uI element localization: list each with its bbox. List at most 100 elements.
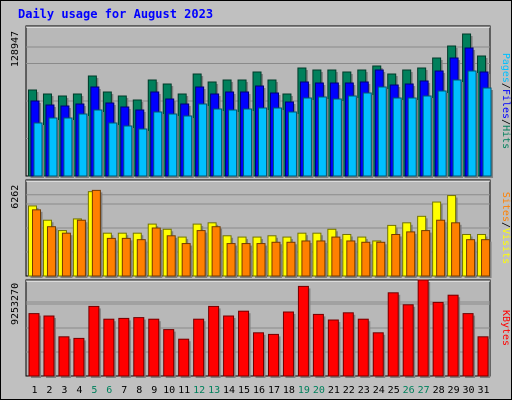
kbytes-bar-30 — [462, 313, 474, 377]
pages-bar-31 — [482, 87, 492, 177]
day-label-15: 15 — [238, 385, 250, 396]
pages-bar-16 — [258, 107, 268, 177]
day-label-21: 21 — [328, 385, 340, 396]
day-label-7: 7 — [121, 385, 127, 396]
kbytes-bar-7 — [118, 317, 130, 377]
day-label-29: 29 — [448, 385, 460, 396]
day-label-23: 23 — [358, 385, 370, 396]
kbytes-bar-13 — [208, 305, 220, 377]
kbytes-bar-28 — [432, 301, 444, 377]
day-label-12: 12 — [193, 385, 205, 396]
legend-hits: Hits — [500, 125, 511, 149]
pages-bar-9 — [153, 111, 163, 177]
sites-bar-29 — [451, 222, 461, 277]
day-label-2: 2 — [46, 385, 52, 396]
pages-bar-17 — [272, 107, 282, 177]
kbytes-bar-3 — [58, 336, 70, 377]
sites-bar-9 — [151, 227, 161, 277]
pages-bar-24 — [377, 86, 387, 177]
legend-separator: / — [500, 119, 511, 125]
day-label-28: 28 — [433, 385, 445, 396]
y-max-label: 128947 — [10, 31, 21, 67]
sites-bar-30 — [466, 239, 476, 277]
sites-bar-5 — [91, 189, 101, 277]
kbytes-bar-27 — [417, 279, 429, 377]
pages-bar-2 — [48, 117, 58, 177]
kbytes-bar-11 — [178, 338, 190, 377]
sites-bar-27 — [421, 230, 431, 277]
pages-bar-14 — [228, 109, 238, 177]
pages-bar-11 — [183, 115, 193, 177]
kbytes-bar-9 — [148, 318, 160, 377]
sites-bar-12 — [196, 230, 206, 277]
day-label-18: 18 — [283, 385, 295, 396]
pages-bar-1 — [33, 122, 43, 177]
y-max-label: 9253270 — [10, 283, 21, 325]
day-label-30: 30 — [463, 385, 475, 396]
sites-bar-19 — [301, 240, 311, 277]
pages-bar-3 — [63, 117, 73, 177]
sites-bar-28 — [436, 219, 446, 277]
sites-bar-23 — [361, 241, 371, 277]
hits-files-pages-panel: 128947 Pages/Files/Hits — [10, 25, 511, 178]
day-label-26: 26 — [403, 385, 415, 396]
sites-bar-13 — [211, 226, 221, 277]
day-label-13: 13 — [208, 385, 220, 396]
day-label-1: 1 — [31, 385, 37, 396]
kbytes-bar-2 — [43, 315, 55, 377]
kbytes-bar-21 — [327, 319, 339, 377]
legend-visits: Visits — [500, 228, 511, 264]
legend-kbytes: KBytes — [500, 310, 511, 346]
pages-bar-26 — [407, 97, 417, 177]
sites-bar-2 — [46, 226, 56, 277]
legend-sites: Sites — [500, 192, 511, 222]
kbytes-panel: 9253270 KBytes — [10, 279, 511, 378]
day-label-19: 19 — [298, 385, 310, 396]
sites-bar-17 — [271, 241, 281, 277]
pages-bar-15 — [243, 108, 253, 177]
kbytes-bar-26 — [402, 304, 414, 377]
kbytes-bar-19 — [297, 285, 309, 377]
series-legend: KBytes — [500, 310, 511, 346]
pages-bar-18 — [287, 111, 297, 177]
pages-bar-5 — [93, 109, 103, 177]
pages-bar-7 — [123, 125, 133, 177]
day-label-31: 31 — [477, 385, 489, 396]
sites-bar-10 — [166, 235, 176, 277]
pages-bar-8 — [138, 128, 148, 177]
kbytes-bar-23 — [357, 318, 369, 377]
pages-bar-10 — [168, 113, 178, 177]
sites-bar-26 — [406, 231, 416, 277]
pages-bar-21 — [332, 98, 342, 177]
series-legend: Pages/Files/Hits — [500, 53, 511, 149]
kbytes-bar-24 — [372, 332, 384, 377]
kbytes-bar-29 — [447, 294, 459, 377]
sites-bar-25 — [391, 233, 401, 277]
day-label-10: 10 — [163, 385, 175, 396]
pages-bar-25 — [392, 97, 402, 177]
pages-bar-6 — [108, 122, 118, 177]
sites-bar-15 — [241, 243, 251, 277]
day-label-20: 20 — [313, 385, 325, 396]
kbytes-bar-4 — [73, 337, 85, 377]
day-label-14: 14 — [223, 385, 235, 396]
kbytes-bar-17 — [267, 333, 279, 377]
pages-bar-27 — [422, 95, 432, 177]
kbytes-bar-31 — [477, 336, 489, 377]
kbytes-bar-20 — [312, 313, 324, 377]
x-axis-day-labels: 1 2 3 4 5 6 7 8 9 10 11 12 13 14 15 16 17 18 19 20 21 22 23 24 2… — [31, 385, 489, 396]
legend-separator: / — [500, 83, 511, 89]
pages-bar-22 — [347, 95, 357, 177]
day-label-27: 27 — [418, 385, 430, 396]
kbytes-bar-16 — [253, 332, 265, 377]
sites-bar-4 — [76, 219, 86, 277]
series-legend: Sites/Visits — [500, 192, 511, 264]
sites-bar-24 — [376, 241, 386, 277]
pages-bar-20 — [317, 96, 327, 177]
sites-bar-21 — [331, 236, 341, 277]
day-label-6: 6 — [106, 385, 112, 396]
day-label-24: 24 — [373, 385, 385, 396]
kbytes-bar-15 — [238, 310, 250, 377]
sites-bar-7 — [121, 237, 131, 277]
